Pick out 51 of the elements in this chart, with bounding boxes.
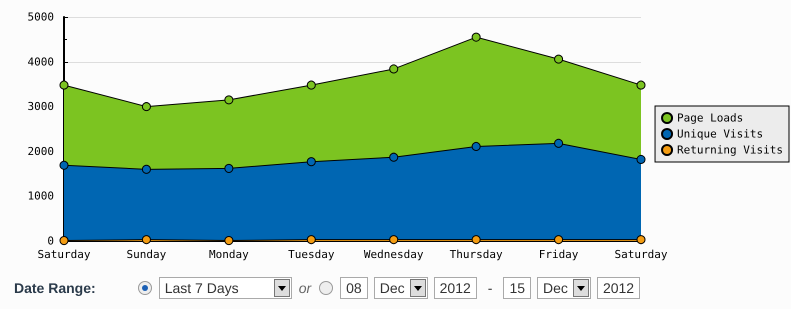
y-tick-label: 5000 [28,10,54,24]
x-tick-label: Wednesday [364,248,424,261]
point [142,235,151,244]
point [472,142,481,151]
x-tick-label: Saturday [38,248,91,261]
point [472,235,481,244]
point [306,80,316,90]
point [389,235,398,244]
text: or [298,280,312,296]
point [224,236,234,246]
text-field: 15 [503,277,532,299]
point [60,236,68,246]
point [636,80,646,90]
point [306,235,316,244]
dropdown: Dec [537,277,591,299]
point [636,235,646,244]
point [224,95,234,104]
y-tick-label: 4000 [28,55,54,68]
point [554,235,564,244]
y-tick-label: 0 [47,234,54,248]
x-tick-label: Sunday [126,248,167,261]
legend-label: Returning Visits [677,144,784,156]
x-tick-label: Friday [538,248,579,261]
point [389,64,398,74]
x-tick-label: Saturday [614,248,668,261]
text: - [488,280,492,296]
text-field: 2012 [434,277,477,299]
y-tick-label: 3000 [28,100,54,114]
point [554,54,564,64]
text: Date Range: [14,280,96,296]
point [389,152,398,162]
point [60,160,68,170]
point [554,138,564,148]
y-tick-label: 2000 [28,144,54,158]
legend-label: Unique Visits [677,128,764,140]
legend-label: Page Loads [677,112,744,124]
point [60,80,68,90]
x-tick-label: Thursday [450,248,504,261]
point [306,157,316,166]
point [472,32,481,42]
text-field: 2012 [596,277,640,299]
point [142,164,151,174]
y-tick-label: 1000 [28,190,54,203]
point [636,154,646,164]
x-tick-label: Tuesday [288,248,335,261]
text-field: 08 [340,277,368,299]
dropdown: Last 7 Days [158,277,292,299]
point [142,102,151,112]
point [224,164,234,173]
x-tick-label: Monday [208,248,250,261]
dropdown: Dec [374,277,428,299]
